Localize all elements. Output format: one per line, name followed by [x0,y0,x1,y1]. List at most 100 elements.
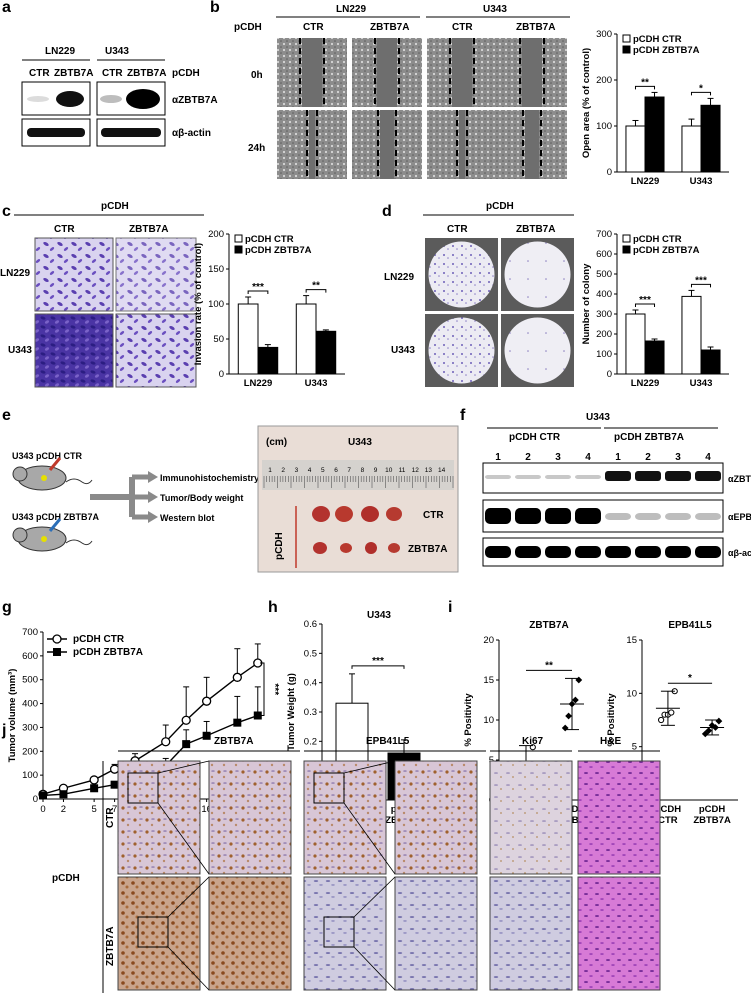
mouse-icon [12,518,93,552]
col-label: ZBTB7A [129,224,168,235]
blot-band [665,546,691,558]
y-tick-label: 20 [483,635,494,646]
y-tick-label: 100 [208,299,224,310]
ihc-images [117,760,661,991]
y-tick-label: 200 [596,75,612,86]
ihc-image [208,760,292,875]
row-label: U343 [391,345,415,356]
lane-label: 3 [555,452,561,463]
x-tick-label: ZBTB7A [693,815,731,826]
blot-band [126,89,160,109]
panel-letter-d: d [382,203,392,220]
photo-row-ctr: CTR [423,510,444,521]
wound-gap [525,110,539,179]
blot-band [635,546,661,558]
bar [681,125,702,173]
workflow-arrows [90,471,158,523]
zoom-line [343,760,396,774]
time-label-0h: 0h [251,70,263,81]
photo-row-zbtb7a: ZBTB7A [408,544,447,555]
y-tick-label: 10 [483,715,494,726]
mouse-icon [12,457,93,491]
blot-band [695,546,721,558]
invasion-image [115,237,197,312]
blot-band [605,471,631,481]
data-point [59,790,68,799]
invasion-image [34,313,114,388]
x-tick-label: 16 [201,804,212,815]
lane-label: 1 [615,452,621,463]
row-label: U343 [8,345,32,356]
legend-marker [52,634,62,644]
colony-dish [504,317,571,384]
data-point [561,724,569,732]
x-tick-label: pCDH [699,804,726,815]
y-axis-label: % Positivity [463,693,474,747]
ihc-image [117,760,201,875]
blot-band [575,546,601,558]
blot-label-actin: αβ-actin [172,128,211,139]
bar [700,349,721,375]
chart-i2: 051015% PositivityEPB41L5pCDHCTRpCDHZBTB… [606,620,738,826]
data-point [658,716,665,724]
sig-bracket [690,91,712,96]
row-label: ZBTB7A [105,927,116,966]
zoom-line [353,876,396,918]
legend-swatch [622,45,631,54]
chart-c: 0 50 100 150 200 Invasion rate (% of control)… [193,229,345,389]
data-point [39,791,47,800]
sig-label: *** [639,295,651,306]
legend-swatch [622,34,631,43]
legend-swatch [234,234,243,243]
wound-gap [459,110,465,179]
colony-dish [428,317,495,384]
ihc-image [303,760,387,875]
legend-swatch [622,234,631,243]
legend-marker [53,648,61,656]
sig-bracket [634,85,656,90]
vector-label: pCDH [486,201,514,212]
data-point [232,672,242,682]
bar [700,104,721,173]
blot-band [545,508,571,524]
ihc-image [489,876,573,991]
ihc-image [208,876,292,991]
sig-bracket [351,665,405,669]
ruler-number: 13 [425,467,433,474]
blot-band [27,128,85,137]
blot-label-zbtb7a: αZBTB7A [172,95,218,106]
y-tick-label: 0 [607,167,612,178]
lane-label: ZBTB7A [516,22,555,33]
ruler [262,460,454,490]
ruler-ticks: 1 2 3 4 5 6 7 8 9 10 11 12 13 14 [263,467,454,488]
panel-letter-h: h [268,599,278,616]
tumors-zbtb7a [313,542,400,554]
chart-b: 0 100 200 300 Open area (% of control) LN229 *… [581,29,729,187]
lane-label: ZBTB7A [370,22,409,33]
blot-band [605,513,631,520]
bar [315,330,337,375]
legend-label: pCDH ZBTB7A [73,647,143,658]
ruler-number: 4 [308,467,312,474]
lane-label: CTR [102,68,123,79]
y-axis-label: Tumor volume (mm³) [7,669,18,763]
x-tick-label: pCDH [655,804,682,815]
wound-images [277,38,567,179]
panel-letter-a: a [2,0,11,16]
blot-band [665,513,691,520]
chart-title: ZBTB7A [529,620,568,631]
vector-label: pCDH [101,201,129,212]
wound-gap [309,110,315,179]
group-label-ln229: LN229 [336,4,366,15]
y-tick-label: 400 [22,699,38,710]
bar [644,340,665,375]
y-axis-label: Invasion rate (% of control) [193,243,204,365]
blot-band [56,91,84,107]
lane-label: CTR [303,22,324,33]
data-point [253,711,262,720]
legend-label: pCDH ZBTB7A [633,45,700,56]
data-point [715,717,723,725]
zoom-line [157,802,210,875]
ihc-image [489,760,573,875]
y-tick-label: 0 [219,369,224,380]
